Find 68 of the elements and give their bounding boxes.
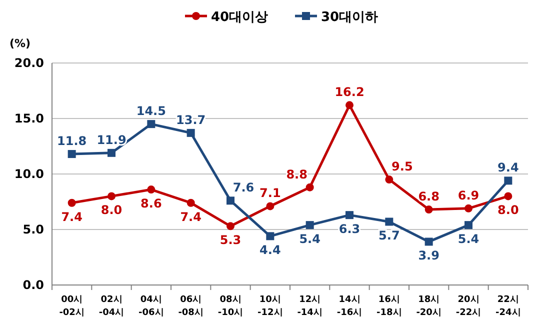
data-label: 4.4	[260, 243, 281, 258]
x-tick-label: 00시 -02시	[59, 295, 84, 318]
point	[147, 186, 156, 194]
data-label: 8.8	[286, 167, 308, 182]
data-label: 13.7	[176, 112, 206, 127]
point	[346, 101, 354, 110]
x-tick-label: 16시 -18시	[376, 295, 402, 318]
data-label: 5.7	[378, 228, 400, 243]
data-label: 8.0	[100, 203, 122, 218]
x-tick-label: 06시 -08시	[178, 295, 204, 318]
data-label: 9.5	[392, 160, 413, 174]
point	[504, 192, 512, 200]
data-label: 11.8	[57, 134, 87, 148]
point	[306, 221, 314, 230]
point	[186, 198, 195, 207]
x-tick-label: 12시 -14시	[297, 295, 322, 318]
point	[464, 204, 472, 212]
y-tick-label: 10.0	[14, 167, 44, 181]
point	[346, 211, 354, 220]
point	[424, 206, 433, 214]
data-label: 7.4	[180, 210, 202, 224]
data-label: 11.9	[96, 132, 126, 147]
data-label: 14.5	[136, 104, 166, 118]
point	[226, 196, 234, 205]
data-label: 8.6	[140, 196, 162, 211]
point	[108, 192, 116, 200]
point	[385, 176, 394, 184]
point	[266, 202, 274, 210]
x-tick-label: 22시 -24시	[496, 295, 521, 318]
data-label: 3.9	[418, 248, 440, 263]
point	[68, 150, 76, 158]
data-label: 5.3	[220, 233, 242, 248]
y-tick-label: 15.0	[14, 112, 44, 126]
data-label: 6.3	[338, 222, 360, 236]
data-label: 7.1	[260, 186, 281, 200]
point	[464, 221, 472, 230]
point	[504, 176, 512, 185]
point	[385, 218, 394, 226]
point	[266, 232, 274, 240]
x-tick-label: 20시 -22시	[456, 295, 482, 318]
y-axis-title: (%)	[9, 37, 31, 50]
data-label: 7.6	[232, 180, 254, 195]
x-tick-label: 10시 -12시	[258, 295, 283, 318]
y-tick-label: 0.0	[22, 278, 44, 292]
point	[147, 120, 156, 128]
y-tick-label: 5.0	[22, 222, 44, 236]
x-tick-label: 14시 -16시	[336, 295, 362, 318]
x-tick-label: 02시 -04시	[98, 295, 124, 318]
point	[186, 128, 195, 137]
data-label: 7.4	[61, 210, 82, 224]
data-label: 6.8	[418, 190, 440, 204]
y-tick-label: 20.0	[14, 56, 44, 70]
data-label: 6.9	[458, 188, 480, 202]
legend-label: 30대이하	[321, 10, 378, 25]
x-tick-label: 18시 -20시	[416, 295, 442, 318]
point	[306, 183, 314, 192]
point	[108, 148, 116, 157]
x-tick-label: 04시 -06시	[138, 295, 164, 318]
data-label: 5.4	[458, 232, 480, 246]
point	[424, 238, 433, 246]
point	[226, 222, 234, 230]
data-label: 9.4	[498, 160, 519, 175]
data-label: 5.4	[299, 232, 320, 246]
legend-label: 40대이상	[211, 10, 268, 25]
x-tick-label: 08시 -10시	[218, 295, 244, 318]
data-label: 8.0	[498, 203, 519, 218]
data-label: 16.2	[334, 85, 364, 100]
point	[68, 198, 76, 207]
